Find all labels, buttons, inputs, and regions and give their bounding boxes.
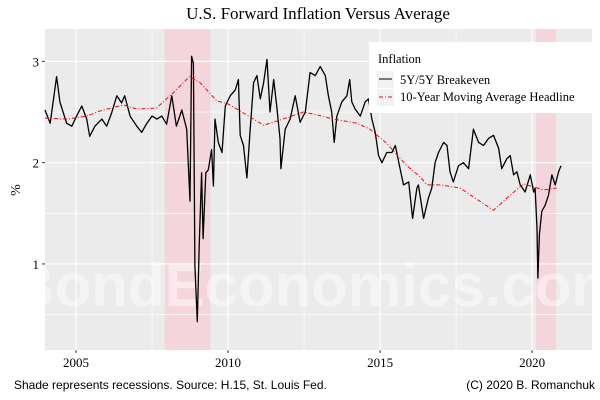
series-line-moving-average	[44, 76, 557, 211]
legend: Inflation 5Y/5Y Breakeven 10-Year Moving…	[369, 42, 592, 113]
series-lines	[44, 55, 562, 323]
recession-band	[164, 29, 211, 350]
y-tick-label: 1	[33, 257, 40, 272]
caption-copyright: (C) 2020 B. Romanchuk	[466, 378, 596, 392]
legend-label-2: 10-Year Moving Average Headline	[400, 90, 575, 104]
legend-box	[369, 42, 592, 113]
series-line-breakeven	[44, 55, 562, 323]
legend-title: Inflation	[378, 52, 422, 66]
axes: 2005 2010 2015 2020 1 2 3	[33, 54, 546, 370]
y-tick-label: 2	[33, 156, 40, 171]
y-tick-label: 3	[33, 54, 40, 69]
caption-source: Shade represents recessions. Source: H.1…	[14, 378, 327, 392]
chart-title: U.S. Forward Inflation Versus Average	[186, 4, 450, 23]
x-tick-label: 2005	[63, 355, 89, 370]
watermark: BondEconomics.com	[11, 252, 600, 319]
y-axis-label: %	[9, 184, 24, 196]
x-tick-label: 2010	[215, 355, 241, 370]
legend-label-1: 5Y/5Y Breakeven	[400, 73, 491, 87]
x-tick-label: 2020	[519, 355, 545, 370]
x-tick-label: 2015	[367, 355, 393, 370]
